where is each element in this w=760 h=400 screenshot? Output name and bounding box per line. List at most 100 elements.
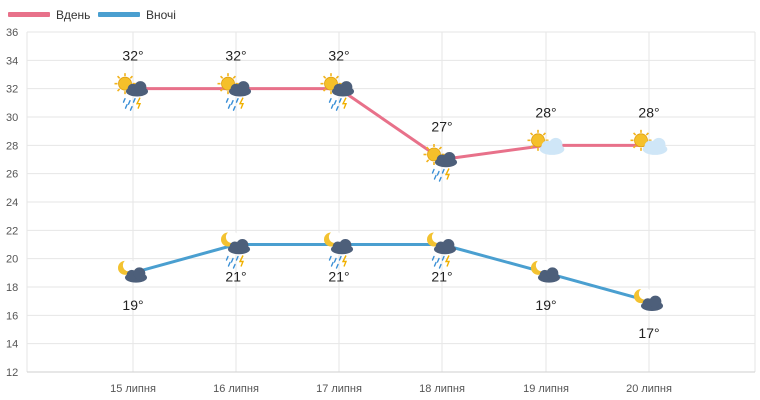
rain-drops	[122, 97, 142, 111]
sun-ray	[335, 75, 339, 79]
y-tick-label: 32	[6, 84, 18, 96]
series-line-day	[133, 87, 649, 161]
rain-drop	[328, 97, 332, 103]
rain-drop	[129, 105, 133, 111]
temperature-label: 19°	[122, 297, 143, 313]
moon-cutout	[535, 259, 548, 272]
y-tick-label: 36	[6, 27, 18, 39]
moon-cloud-icon	[634, 287, 664, 311]
y-tick-label: 16	[6, 310, 18, 322]
temperature-label: 32°	[122, 48, 143, 64]
moon-cloud-rain-thunder-icon	[221, 231, 251, 269]
y-tick-label: 28	[6, 140, 18, 152]
sun-cloud-rain-thunder-icon	[320, 73, 355, 111]
temperature-label: 28°	[535, 104, 556, 120]
sun-ray	[645, 132, 649, 136]
rain-drops	[328, 255, 348, 269]
moon-cutout	[328, 231, 341, 243]
y-tick-label: 20	[6, 254, 18, 266]
rain-drop	[330, 103, 334, 109]
sun-cloud-rain-thunder-icon	[114, 73, 149, 111]
sun-ray	[220, 75, 224, 79]
moon-cloud-icon	[118, 259, 148, 283]
rain-drop	[438, 176, 442, 182]
cloud-shape	[227, 239, 251, 255]
rain-drop	[328, 255, 332, 261]
sun-ray	[232, 75, 236, 79]
moon-cutout	[225, 231, 238, 243]
rain-drop	[441, 255, 445, 261]
series-line-night	[132, 243, 650, 303]
lightning-bolt	[341, 97, 348, 109]
rain-drop	[122, 97, 126, 103]
temperature-label: 32°	[225, 48, 246, 64]
rain-drops	[225, 97, 245, 111]
sun-ray	[323, 88, 327, 92]
rain-drop	[232, 105, 236, 111]
temperature-label: 21°	[225, 269, 246, 285]
cloud-shape	[331, 81, 355, 97]
moon-cloud-rain-thunder-icon	[427, 231, 457, 269]
lightning-bolt	[135, 97, 142, 109]
lightning-bolt	[238, 255, 245, 267]
rain-drop	[431, 255, 435, 261]
legend-swatch	[98, 12, 140, 17]
rain-drop	[127, 99, 131, 105]
y-tick-label: 14	[6, 339, 18, 351]
y-tick-label: 18	[6, 282, 18, 294]
x-tick-label: 19 липня	[523, 383, 569, 395]
rain-drop	[436, 170, 440, 176]
temperature-label: 32°	[328, 48, 349, 64]
rain-drops	[328, 97, 348, 111]
rain-drop	[235, 255, 239, 261]
x-tick-label: 17 липня	[316, 383, 362, 395]
cloud-shape	[124, 267, 148, 283]
rain-drop	[333, 99, 337, 105]
sun-ray	[426, 146, 430, 150]
x-tick-label: 15 липня	[110, 383, 156, 395]
rain-drop	[433, 174, 437, 180]
sun-ray	[530, 145, 534, 149]
rain-drop	[230, 99, 234, 105]
sun-ray	[633, 132, 637, 136]
rain-drop	[235, 97, 239, 103]
lightning-bolt	[238, 97, 245, 109]
rain-drop	[330, 261, 334, 267]
moon-cutout	[638, 287, 651, 300]
rain-drops	[431, 168, 451, 182]
cloud-shape	[640, 295, 664, 311]
cloud-part	[546, 267, 559, 280]
sun-cloud-icon	[630, 129, 668, 155]
cloud-part	[236, 239, 249, 251]
sun-disc	[531, 133, 545, 148]
series-lines	[132, 87, 650, 303]
lightning-bolt	[444, 168, 451, 180]
cloud-part	[339, 239, 352, 251]
legend-label: Вночі	[146, 8, 176, 22]
rain-drop	[338, 97, 342, 103]
rain-drop	[433, 261, 437, 267]
rain-drop	[335, 263, 339, 269]
rain-drop	[225, 255, 229, 261]
cloud-part	[549, 137, 563, 152]
temperature-label: 27°	[431, 119, 452, 135]
cloud-shape	[434, 152, 458, 168]
rain-drop	[431, 168, 435, 174]
cloud-part	[134, 81, 147, 94]
sun-ray	[117, 75, 121, 79]
x-tick-label: 18 липня	[419, 383, 465, 395]
sun-ray	[323, 75, 327, 79]
rain-drop	[132, 97, 136, 103]
cloud-shape	[642, 137, 668, 155]
cloud-part	[652, 137, 666, 152]
cloud-part	[237, 81, 250, 94]
cloud-part	[649, 295, 662, 308]
cloud-shape	[433, 239, 457, 255]
rain-drop	[338, 255, 342, 261]
moon-cutout	[431, 231, 444, 243]
y-tick-label: 26	[6, 169, 18, 181]
sun-ray	[426, 159, 430, 163]
y-tick-label: 12	[6, 367, 18, 379]
moon-cloud-rain-thunder-icon	[324, 231, 354, 269]
y-tick-label: 34	[6, 55, 18, 67]
